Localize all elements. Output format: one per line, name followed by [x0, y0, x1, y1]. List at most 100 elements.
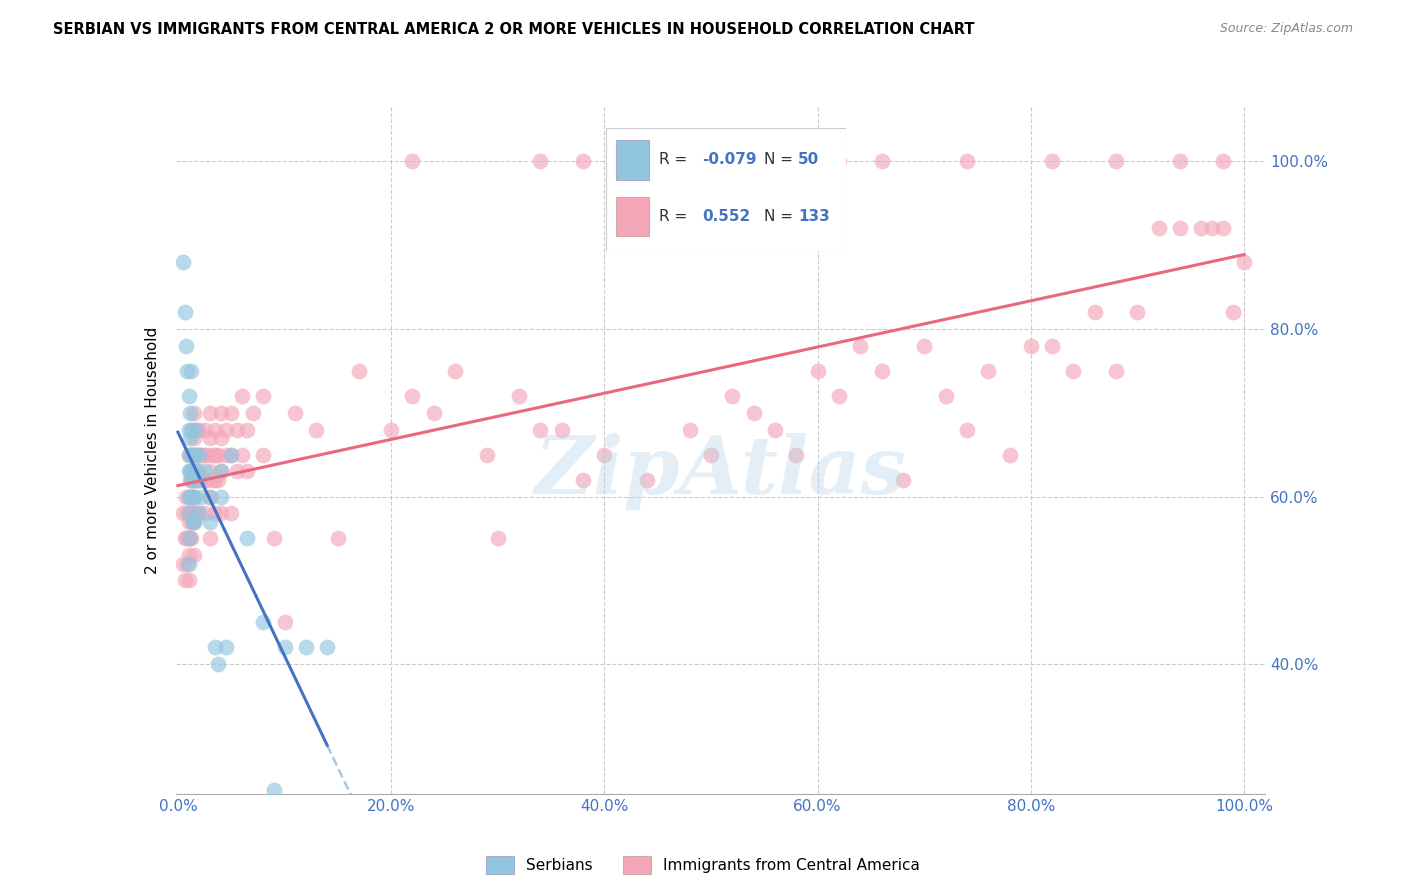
Point	[263, 782, 285, 797]
Text: Source: ZipAtlas.com: Source: ZipAtlas.com	[1219, 22, 1353, 36]
Point	[181, 473, 204, 487]
Point	[180, 532, 202, 546]
Text: R =: R =	[659, 209, 697, 224]
Point	[183, 490, 205, 504]
Point	[207, 448, 229, 462]
Point	[219, 406, 242, 420]
Point	[785, 448, 807, 462]
Y-axis label: 2 or more Vehicles in Household: 2 or more Vehicles in Household	[145, 326, 160, 574]
Point	[1105, 154, 1128, 169]
Point	[891, 473, 914, 487]
Point	[184, 423, 207, 437]
Point	[1191, 221, 1213, 235]
Point	[195, 473, 218, 487]
Point	[295, 640, 318, 655]
Point	[180, 464, 202, 478]
Point	[807, 364, 830, 378]
Point	[828, 389, 851, 403]
Point	[180, 423, 202, 437]
Text: N =: N =	[765, 209, 799, 224]
Point	[180, 473, 202, 487]
Point	[172, 506, 194, 520]
Point	[183, 548, 205, 562]
Point	[177, 515, 200, 529]
Point	[176, 506, 198, 520]
Point	[742, 406, 765, 420]
Point	[316, 640, 339, 655]
Point	[183, 406, 205, 420]
Point	[179, 532, 201, 546]
Point	[1063, 364, 1085, 378]
Point	[184, 506, 207, 520]
Text: -0.079: -0.079	[702, 152, 756, 167]
Point	[188, 473, 211, 487]
Point	[998, 448, 1021, 462]
Point	[179, 506, 201, 520]
Point	[184, 473, 207, 487]
Point	[177, 423, 200, 437]
Point	[186, 464, 208, 478]
Point	[204, 506, 226, 520]
Point	[1040, 154, 1063, 169]
Point	[215, 640, 238, 655]
Point	[181, 506, 204, 520]
Point	[1019, 339, 1042, 353]
Point	[252, 615, 274, 630]
Point	[188, 448, 211, 462]
Point	[193, 473, 215, 487]
Point	[572, 154, 595, 169]
Point	[209, 464, 232, 478]
Point	[828, 154, 851, 169]
Point	[198, 490, 221, 504]
Point	[529, 154, 551, 169]
Point	[870, 154, 893, 169]
Point	[284, 406, 307, 420]
Point	[305, 423, 328, 437]
Point	[177, 574, 200, 588]
Point	[219, 448, 242, 462]
Point	[198, 490, 221, 504]
Point	[1222, 305, 1244, 319]
Point	[180, 506, 202, 520]
Point	[236, 423, 259, 437]
Point	[401, 154, 423, 169]
Point	[1212, 221, 1234, 235]
Point	[231, 448, 253, 462]
Text: 133: 133	[799, 209, 830, 224]
Point	[486, 532, 509, 546]
Point	[202, 473, 225, 487]
Point	[700, 448, 723, 462]
Point	[209, 506, 232, 520]
Point	[176, 364, 198, 378]
Point	[593, 448, 616, 462]
Point	[177, 506, 200, 520]
Point	[188, 506, 211, 520]
Point	[184, 473, 207, 487]
Point	[204, 473, 226, 487]
Point	[1040, 339, 1063, 353]
Point	[174, 305, 197, 319]
Point	[198, 532, 221, 546]
Point	[190, 490, 212, 504]
Point	[193, 464, 215, 478]
Point	[176, 557, 198, 571]
Point	[209, 406, 232, 420]
Point	[172, 255, 194, 269]
Point	[1105, 364, 1128, 378]
Point	[186, 448, 208, 462]
Point	[174, 574, 197, 588]
Point	[679, 423, 702, 437]
Point	[184, 423, 207, 437]
Point	[207, 473, 229, 487]
Point	[263, 532, 285, 546]
Point	[177, 464, 200, 478]
Point	[180, 364, 202, 378]
Point	[179, 431, 201, 445]
Point	[215, 448, 238, 462]
Point	[956, 154, 979, 169]
Point	[849, 339, 872, 353]
Point	[180, 448, 202, 462]
Point	[225, 423, 247, 437]
Point	[912, 339, 935, 353]
Point	[529, 423, 551, 437]
